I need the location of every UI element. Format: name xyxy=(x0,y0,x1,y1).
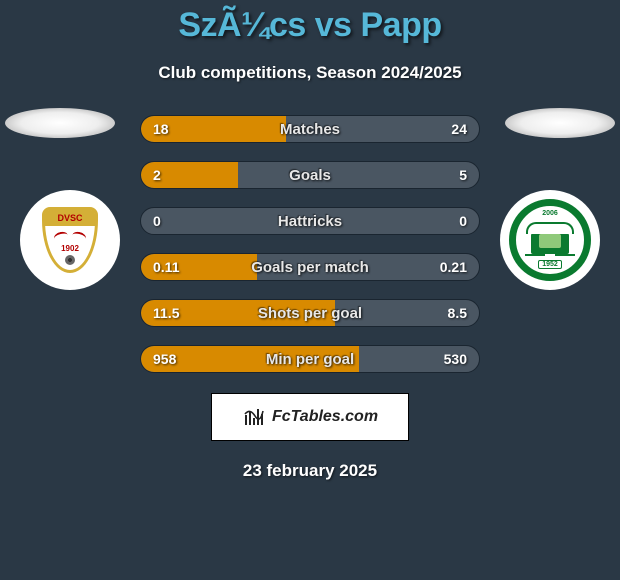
footer-brand-badge: FcTables.com xyxy=(211,393,409,441)
player-ellipse-right xyxy=(505,108,615,138)
badge-left-year: 1902 xyxy=(61,244,79,253)
stats-bars: 18 Matches 24 2 Goals 5 0 Hattricks 0 0.11 Goals p… xyxy=(140,115,480,373)
stat-label: Goals xyxy=(289,167,331,184)
date-text: 23 february 2025 xyxy=(0,461,620,481)
badge-right-year-bot: 1952 xyxy=(538,260,562,269)
stat-label: Min per goal xyxy=(266,351,354,368)
subtitle: Club competitions, Season 2024/2025 xyxy=(0,63,620,83)
stadium-icon xyxy=(531,230,569,254)
stat-value-left: 0 xyxy=(153,213,161,229)
page-title: SzÃ¼cs vs Papp xyxy=(0,0,620,45)
stat-row: 18 Matches 24 xyxy=(140,115,480,143)
stat-value-left: 2 xyxy=(153,167,161,183)
badge-left-name: DVSC xyxy=(45,210,95,226)
fctables-logo-icon xyxy=(242,405,266,429)
stat-label: Hattricks xyxy=(278,213,342,230)
stat-label: Shots per goal xyxy=(258,305,362,322)
badge-right-year-top: 2006 xyxy=(542,210,558,217)
stat-value-left: 958 xyxy=(153,351,176,367)
stat-label: Matches xyxy=(280,121,340,138)
club-badge-left: DVSC 1902 xyxy=(20,190,120,290)
stat-value-right: 0.21 xyxy=(440,259,467,275)
stat-value-left: 11.5 xyxy=(153,305,179,321)
main-area: DVSC 1902 2006 1952 18 Matches 24 2 Goals 5 0 H… xyxy=(0,115,620,373)
stat-value-right: 8.5 xyxy=(448,305,467,321)
badge-right-inner: 2006 1952 xyxy=(509,199,591,281)
stat-value-right: 0 xyxy=(459,213,467,229)
footer-brand-text: FcTables.com xyxy=(272,408,378,426)
stat-row: 0 Hattricks 0 xyxy=(140,207,480,235)
infographic-container: SzÃ¼cs vs Papp Club competitions, Season… xyxy=(0,0,620,580)
player-ellipse-left xyxy=(5,108,115,138)
stat-row: 11.5 Shots per goal 8.5 xyxy=(140,299,480,327)
stat-row: 2 Goals 5 xyxy=(140,161,480,189)
club-badge-right: 2006 1952 xyxy=(500,190,600,290)
stat-value-right: 530 xyxy=(444,351,467,367)
stat-value-left: 18 xyxy=(153,121,169,137)
stat-value-right: 24 xyxy=(451,121,467,137)
stat-value-left: 0.11 xyxy=(153,259,179,275)
stat-row: 958 Min per goal 530 xyxy=(140,345,480,373)
stat-row: 0.11 Goals per match 0.21 xyxy=(140,253,480,281)
football-icon xyxy=(65,255,75,265)
stat-value-right: 5 xyxy=(459,167,467,183)
shield-icon: DVSC 1902 xyxy=(42,207,98,273)
stat-label: Goals per match xyxy=(251,259,369,276)
bird-icon xyxy=(56,230,84,242)
